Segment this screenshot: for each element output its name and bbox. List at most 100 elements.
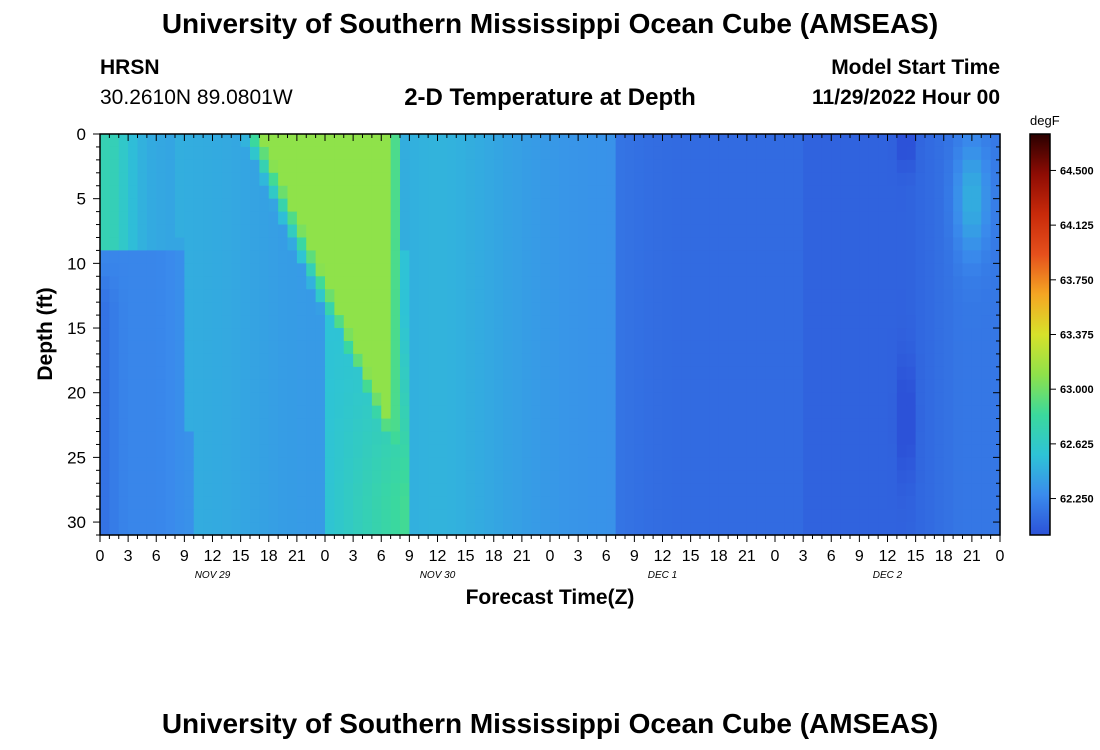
heatmap-cell [315,224,326,239]
heatmap-cell [409,185,420,200]
heatmap-cell [475,224,485,239]
heatmap-cell [362,340,373,355]
heatmap-cell [653,444,664,458]
heatmap-cell [296,405,307,420]
heatmap-cell [521,289,532,303]
heatmap-cell [596,276,607,290]
heatmap-cell [550,159,560,174]
heatmap-cell [231,198,242,213]
heatmap-cell [531,185,542,200]
heatmap-cell [550,470,560,484]
heatmap-cell [240,315,251,329]
heatmap-cell [990,457,1001,471]
heatmap-cell [559,198,570,213]
heatmap-cell [446,224,457,239]
heatmap-cell [118,185,129,200]
heatmap-cell [446,405,457,420]
heatmap-cell [643,146,654,161]
heatmap-cell [971,172,982,187]
heatmap-cell [137,263,148,277]
heatmap-cell [250,302,260,316]
heatmap-cell [193,340,204,355]
heatmap-cell [840,328,851,342]
heatmap-cell [475,366,485,381]
heatmap-cell [240,289,251,303]
heatmap-cell [746,315,757,329]
heatmap-cell [643,392,654,407]
heatmap-cell [962,444,973,458]
heatmap-cell [709,263,720,277]
heatmap-cell [728,444,739,458]
heatmap-cell [859,328,870,342]
heatmap-cell [278,172,289,187]
heatmap-cell [671,509,682,523]
heatmap-cell [625,250,635,264]
heatmap-cell [156,522,167,536]
heatmap-cell [840,353,851,368]
heatmap-cell [390,302,401,316]
heatmap-cell [596,302,607,316]
heatmap-cell [681,250,692,264]
heatmap-cell [615,457,626,471]
heatmap-cell [231,211,242,226]
heatmap-cell [221,392,232,407]
heatmap-cell [971,159,982,174]
heatmap-cell [418,185,429,200]
heatmap-cell [268,211,279,226]
heatmap-cell [306,134,317,148]
heatmap-cell [700,483,710,497]
heatmap-cell [671,146,682,161]
heatmap-cell [990,315,1001,329]
heatmap-cell [596,185,607,200]
heatmap-cell [193,483,204,497]
heatmap-cell [343,315,354,329]
heatmap-cell [371,431,382,446]
x-tick-label: 9 [855,548,864,565]
heatmap-cell [390,315,401,329]
heatmap-cell [100,328,110,342]
heatmap-cell [662,328,673,342]
heatmap-cell [287,353,298,368]
heatmap-cell [400,522,410,536]
heatmap-cell [512,289,523,303]
heatmap-cell [559,405,570,420]
heatmap-cell [437,470,448,484]
heatmap-cell [915,302,926,316]
heatmap-cell [653,134,664,148]
heatmap-cell [353,379,364,394]
heatmap-cell [765,146,776,161]
heatmap-cell [718,509,729,523]
heatmap-cell [878,509,889,523]
heatmap-cell [803,250,814,264]
heatmap-cell [981,134,992,148]
heatmap-cell [915,418,926,433]
heatmap-cell [381,340,392,355]
heatmap-cell [203,134,214,148]
heatmap-cell [859,444,870,458]
heatmap-cell [493,289,504,303]
heatmap-cell [250,237,260,252]
heatmap-cell [981,315,992,329]
heatmap-cell [362,353,373,368]
heatmap-cell [821,379,832,394]
heatmap-cell [353,146,364,161]
heatmap-cell [137,522,148,536]
heatmap-cell [728,172,739,187]
heatmap-cell [831,159,842,174]
heatmap-cell [550,418,560,433]
heatmap-cell [146,392,157,407]
heatmap-cell [896,366,907,381]
heatmap-cell [746,470,757,484]
heatmap-cell [493,146,504,161]
heatmap-cell [756,315,767,329]
heatmap-cell [559,211,570,226]
heatmap-cell [175,159,185,174]
heatmap-cell [925,405,935,420]
heatmap-cell [240,366,251,381]
heatmap-cell [465,522,476,536]
heatmap-cell [175,496,185,510]
heatmap-cell [371,444,382,458]
heatmap-cell [793,185,804,200]
heatmap-cell [437,198,448,213]
heatmap-cell [559,483,570,497]
